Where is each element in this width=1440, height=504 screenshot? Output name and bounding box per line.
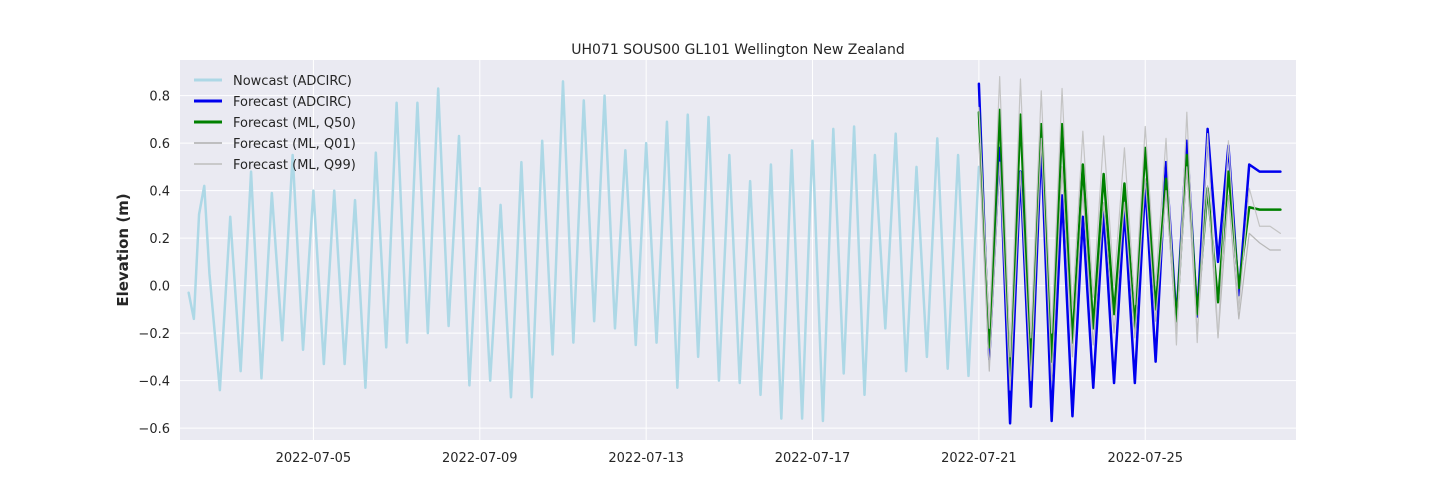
y-tick-label: −0.6	[138, 422, 170, 437]
legend-label: Forecast (ML, Q50)	[233, 116, 356, 131]
tick-labels: 2022-07-05 2022-07-09 2022-07-13 2022-07-17…	[138, 90, 1183, 466]
y-tick-label: 0.4	[149, 185, 170, 200]
y-axis-label: Elevation (m)	[114, 193, 132, 306]
y-tick-label: 0.0	[149, 280, 170, 295]
x-tick-label: 2022-07-13	[608, 451, 684, 466]
legend-label: Forecast (ML, Q99)	[233, 158, 356, 173]
chart-title: UH071 SOUS00 GL101 Wellington New Zealan…	[571, 42, 905, 58]
legend-label: Forecast (ML, Q01)	[233, 137, 356, 152]
series-line-3	[978, 137, 1282, 391]
x-tick-label: 2022-07-05	[276, 451, 352, 466]
y-tick-label: −0.4	[138, 375, 170, 390]
series-line-0	[187, 80, 981, 423]
y-tick-label: 0.2	[149, 232, 170, 247]
legend-label: Forecast (ADCIRC)	[233, 95, 352, 110]
legend-label: Nowcast (ADCIRC)	[233, 74, 352, 89]
y-tick-label: 0.8	[149, 90, 170, 105]
y-tick-label: −0.2	[138, 327, 170, 342]
legend: Nowcast (ADCIRC) Forecast (ADCIRC) Forecas…	[194, 74, 356, 173]
x-tick-label: 2022-07-25	[1107, 451, 1183, 466]
y-tick-label: 0.6	[149, 137, 170, 152]
series-lines	[187, 76, 1282, 425]
x-tick-label: 2022-07-17	[775, 451, 851, 466]
x-tick-label: 2022-07-09	[442, 451, 518, 466]
x-tick-label: 2022-07-21	[941, 451, 1017, 466]
series-line-2	[977, 108, 1282, 378]
series-line-4	[978, 76, 1282, 358]
